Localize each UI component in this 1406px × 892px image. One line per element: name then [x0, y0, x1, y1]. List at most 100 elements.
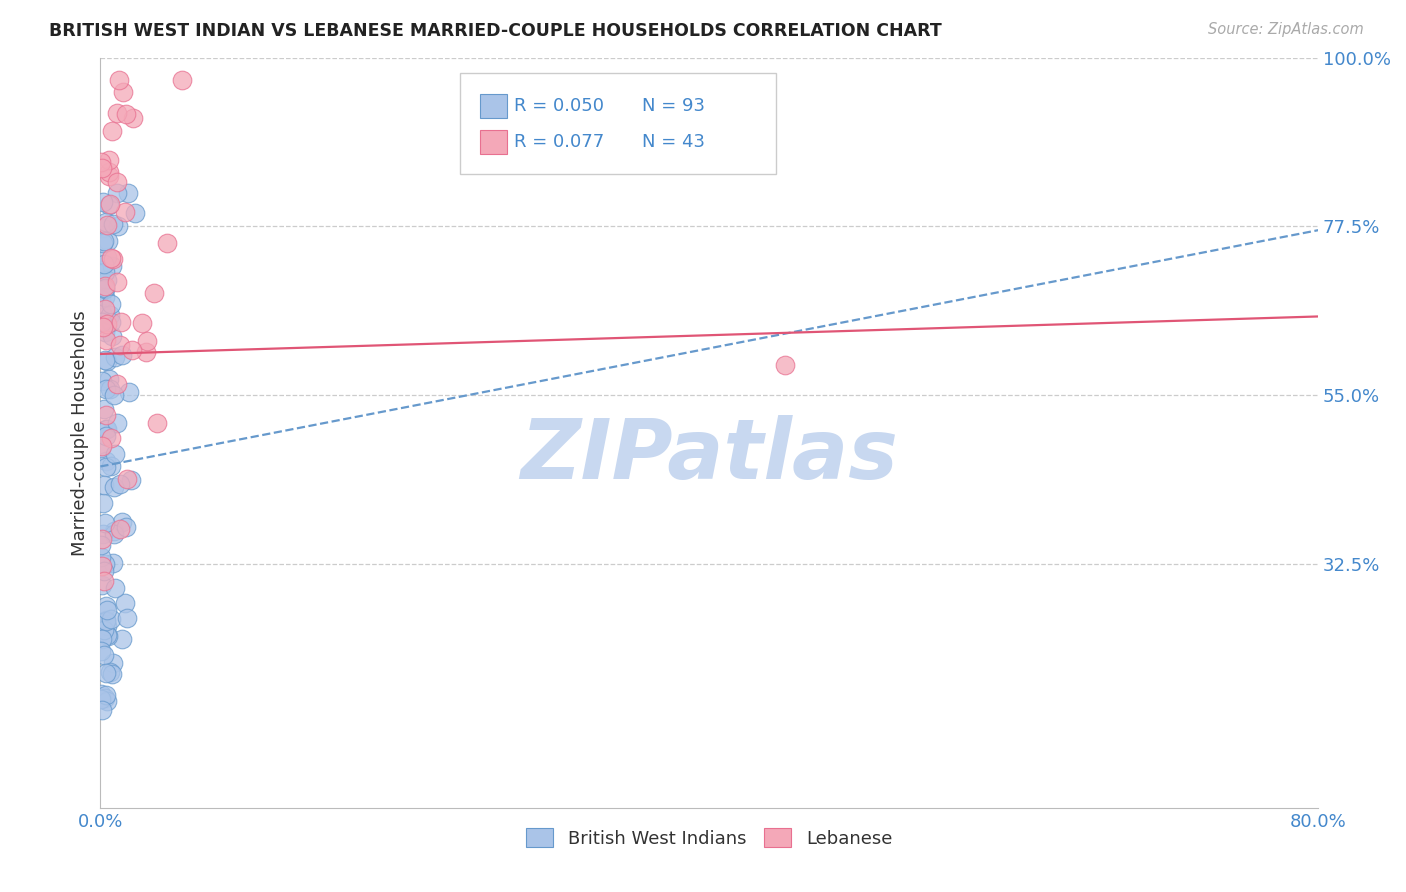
Point	[94, 408, 117, 422]
Point	[114, 596, 136, 610]
Point	[96, 694, 118, 708]
Point	[97, 629, 120, 643]
Point	[103, 480, 125, 494]
Point	[91, 526, 114, 541]
Point	[90, 292, 112, 306]
Point	[94, 352, 117, 367]
Point	[93, 690, 115, 705]
Point	[172, 73, 194, 87]
Point	[90, 687, 112, 701]
Point	[115, 519, 138, 533]
Point	[142, 285, 165, 300]
Point	[93, 477, 115, 491]
Point	[105, 376, 128, 391]
Point	[146, 416, 169, 430]
Point	[93, 401, 115, 416]
Point	[94, 281, 117, 295]
Point	[104, 350, 127, 364]
Point	[96, 215, 118, 229]
Point	[94, 382, 117, 396]
Point	[100, 612, 122, 626]
Point	[97, 164, 120, 178]
Point	[93, 574, 115, 589]
Point	[97, 234, 120, 248]
Point	[100, 315, 122, 329]
Point	[91, 439, 114, 453]
Text: N = 43: N = 43	[643, 133, 706, 151]
Point	[93, 314, 115, 328]
Point	[91, 533, 114, 547]
Point	[96, 273, 118, 287]
Point	[775, 358, 797, 372]
Point	[104, 581, 127, 595]
Point	[91, 161, 114, 175]
FancyBboxPatch shape	[460, 72, 776, 174]
Point	[131, 316, 153, 330]
Point	[91, 194, 114, 209]
Point	[117, 186, 139, 200]
Point	[100, 431, 122, 445]
Point	[136, 334, 159, 348]
Point	[101, 217, 124, 231]
Point	[115, 471, 138, 485]
FancyBboxPatch shape	[481, 129, 508, 153]
Point	[124, 206, 146, 220]
Point	[105, 105, 128, 120]
Point	[111, 632, 134, 646]
Point	[107, 219, 129, 233]
Point	[98, 153, 121, 168]
Point	[93, 648, 115, 662]
Point	[94, 665, 117, 680]
Point	[93, 264, 115, 278]
Point	[96, 688, 118, 702]
FancyBboxPatch shape	[481, 94, 508, 118]
Text: ZIPatlas: ZIPatlas	[520, 415, 898, 496]
Point	[96, 619, 118, 633]
Point	[94, 558, 117, 572]
Point	[96, 219, 118, 233]
Point	[90, 374, 112, 388]
Point	[90, 549, 112, 564]
Point	[100, 251, 122, 265]
Point	[96, 603, 118, 617]
Point	[94, 429, 117, 443]
Point	[93, 234, 115, 248]
Point	[90, 441, 112, 455]
Point	[98, 308, 121, 322]
Point	[91, 703, 114, 717]
Point	[94, 460, 117, 475]
Point	[100, 124, 122, 138]
Point	[103, 526, 125, 541]
Point	[101, 252, 124, 267]
Point	[104, 446, 127, 460]
Point	[97, 372, 120, 386]
Point	[114, 106, 136, 120]
Point	[105, 416, 128, 430]
Point	[111, 515, 134, 529]
Point	[100, 383, 122, 397]
Point	[105, 175, 128, 189]
Point	[121, 343, 143, 357]
Point	[94, 516, 117, 530]
Point	[110, 315, 132, 329]
Legend: British West Indians, Lebanese: British West Indians, Lebanese	[519, 822, 900, 855]
Point	[91, 221, 114, 235]
Point	[135, 344, 157, 359]
Point	[108, 73, 131, 87]
Point	[93, 623, 115, 637]
Point	[90, 538, 112, 552]
Point	[118, 384, 141, 399]
Point	[96, 317, 118, 331]
Point	[94, 615, 117, 629]
Point	[90, 263, 112, 277]
Point	[101, 259, 124, 273]
Point	[96, 353, 118, 368]
Point	[112, 85, 135, 99]
Text: R = 0.050: R = 0.050	[515, 96, 605, 115]
Point	[100, 197, 122, 211]
Point	[91, 632, 114, 646]
Point	[111, 348, 134, 362]
Point	[110, 477, 132, 491]
Point	[105, 186, 128, 200]
Point	[96, 422, 118, 436]
